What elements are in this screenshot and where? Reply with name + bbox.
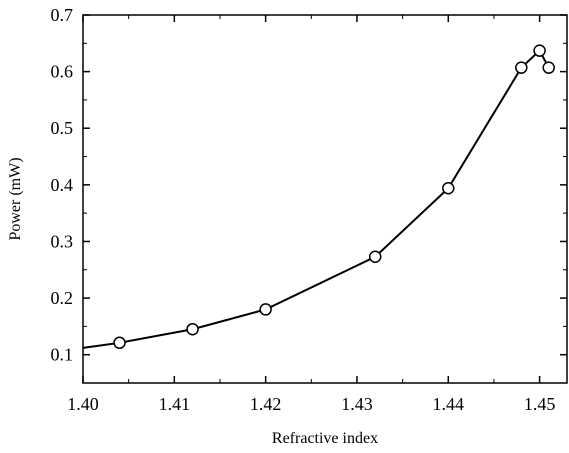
data-point — [259, 303, 272, 316]
y-tick-label: 0.2 — [51, 288, 74, 308]
y-tick-label: 0.6 — [51, 62, 74, 82]
series-markers — [113, 44, 555, 350]
y-tick-label: 0.4 — [51, 175, 74, 195]
x-tick-label: 1.42 — [250, 394, 282, 414]
x-axis-ticks: 1.40 1.41 1.42 1.43 1.44 1.45 — [67, 15, 555, 414]
series-line — [82, 49, 550, 349]
data-point — [442, 181, 455, 195]
x-tick-label: 1.41 — [159, 394, 191, 414]
x-axis-title: Refractive index — [272, 430, 378, 447]
y-tick-label: 0.3 — [51, 231, 74, 251]
data-point — [186, 322, 199, 336]
data-point — [542, 61, 555, 74]
data-point — [515, 61, 528, 74]
x-tick-label: 1.40 — [67, 394, 99, 414]
x-tick-label: 1.44 — [433, 394, 465, 414]
plot-frame — [82, 14, 568, 384]
data-point — [533, 44, 546, 57]
y-tick-label: 0.7 — [51, 5, 74, 25]
x-tick-label: 1.45 — [524, 394, 556, 414]
data-point — [368, 250, 382, 263]
y-tick-label: 0.5 — [51, 118, 74, 138]
x-tick-label: 1.43 — [341, 394, 373, 414]
y-axis-title: Power (mW) — [7, 157, 24, 240]
y-axis-ticks: 0.1 0.2 0.3 0.4 0.5 0.6 0.7 — [51, 5, 567, 365]
y-tick-label: 0.1 — [51, 345, 74, 365]
data-point — [113, 336, 126, 350]
